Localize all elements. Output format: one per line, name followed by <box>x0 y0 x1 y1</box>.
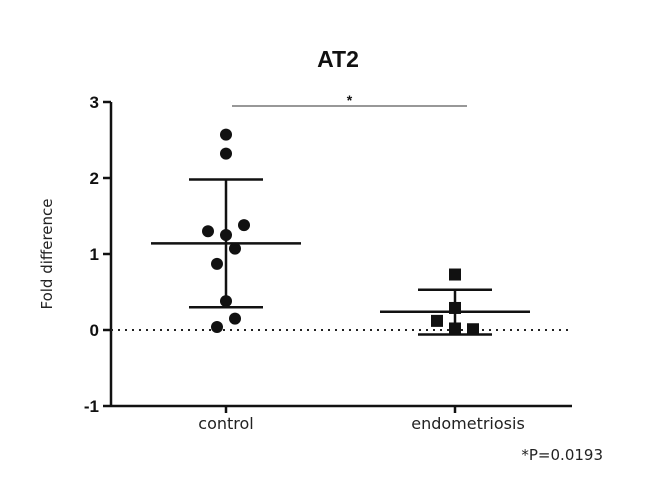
y-tick-label: -1 <box>84 397 99 416</box>
significance-bracket: * <box>232 92 467 108</box>
x-category-labels: control endometriosis <box>198 414 525 433</box>
significance-star: * <box>347 92 353 108</box>
data-point <box>431 314 443 327</box>
x-category-label: control <box>198 414 253 433</box>
group-endometriosis <box>380 268 530 336</box>
data-point <box>238 219 250 232</box>
data-point <box>229 312 241 325</box>
axes <box>109 102 572 413</box>
data-point <box>211 320 223 333</box>
data-point <box>220 128 232 141</box>
chart-title: AT2 <box>317 46 359 72</box>
y-tick-label: 3 <box>90 93 99 112</box>
data-point <box>202 225 214 238</box>
data-point <box>211 257 223 270</box>
y-tick-label: 2 <box>90 169 99 188</box>
y-tick-label: 1 <box>90 245 99 264</box>
y-ticks: -1 0 1 2 3 <box>84 93 111 416</box>
y-axis-label: Fold difference <box>38 198 56 309</box>
group-control <box>151 128 301 333</box>
y-tick-label: 0 <box>90 321 99 340</box>
x-category-label: endometriosis <box>411 414 525 433</box>
data-point <box>220 229 232 241</box>
data-point <box>220 147 232 160</box>
data-point <box>449 268 461 281</box>
data-point <box>449 322 461 335</box>
groups <box>151 128 530 336</box>
data-point <box>449 301 461 314</box>
data-point <box>229 242 241 255</box>
data-point <box>467 323 479 336</box>
data-point <box>220 295 232 308</box>
p-value-annotation: *P=0.0193 <box>521 446 603 464</box>
